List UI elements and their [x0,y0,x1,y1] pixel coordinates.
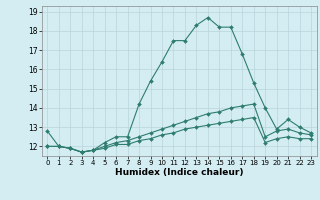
X-axis label: Humidex (Indice chaleur): Humidex (Indice chaleur) [115,168,244,177]
